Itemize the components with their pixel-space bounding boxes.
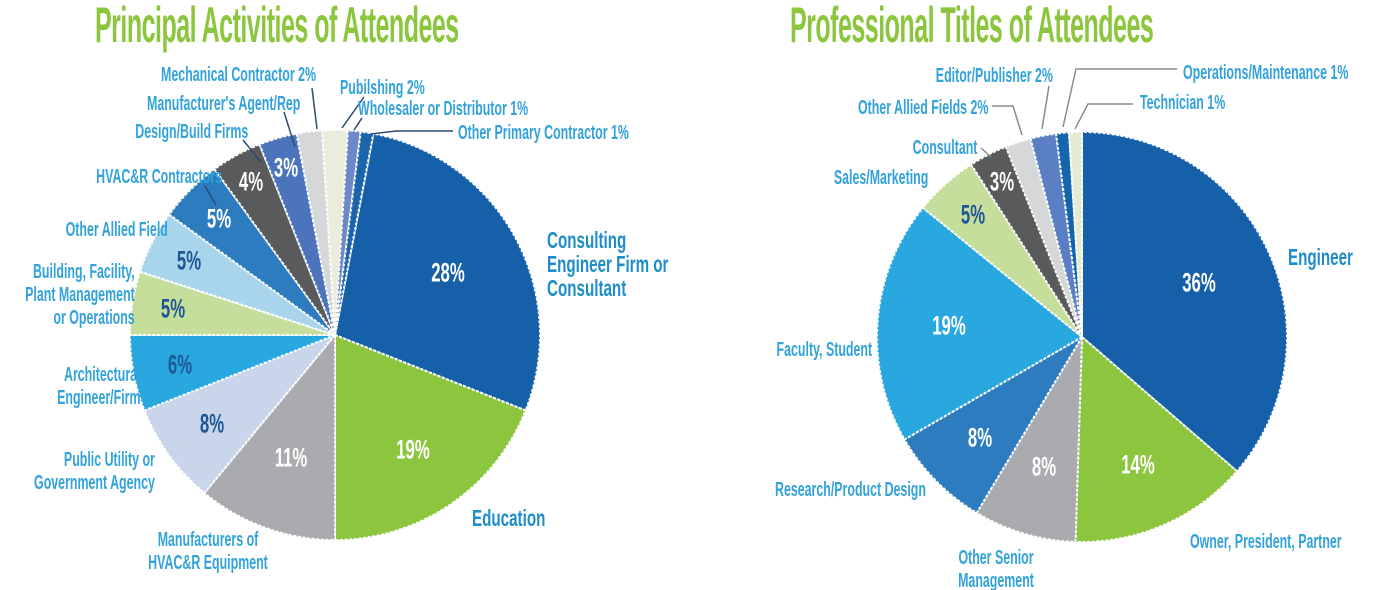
right-chart-title: Professional Titles of Attendees bbox=[790, 0, 1154, 53]
pie-principal-activities bbox=[129, 87, 541, 541]
slice-manufacturers-of-hvacr-equipment bbox=[203, 334, 336, 541]
slice-faculty-student bbox=[876, 206, 1083, 441]
slice-other-senior-management bbox=[975, 336, 1083, 543]
leader-line-consultant bbox=[980, 147, 992, 158]
slice-education bbox=[334, 334, 527, 541]
slice-consulting-engineer-firm-or-consultant bbox=[334, 132, 541, 412]
slice-owner-president-partner bbox=[1074, 336, 1238, 543]
leader-line-design-build-firms bbox=[242, 139, 262, 163]
leader-line-wholesaler-or-distributor bbox=[353, 117, 363, 131]
slice-public-utility-or-government-agency bbox=[143, 334, 336, 494]
slice-technician bbox=[1068, 130, 1083, 338]
leader-line-other-primary-contractor bbox=[370, 130, 453, 135]
slice-research-product-design bbox=[903, 336, 1083, 514]
leader-line-pubilshing bbox=[341, 96, 365, 129]
slice-design-build-firms bbox=[213, 143, 336, 336]
leader-line-technician bbox=[1074, 103, 1133, 130]
slice-engineer bbox=[1081, 131, 1288, 473]
pie-professional-titles bbox=[876, 68, 1288, 543]
leader-line-operations-maintenance bbox=[1062, 68, 1177, 128]
leader-line-mechanical-contractor bbox=[311, 87, 318, 130]
slice-manufacturers-agent-rep bbox=[258, 132, 336, 336]
leader-line-manufacturers-agent-rep bbox=[283, 111, 296, 148]
left-chart-title: Principal Activities of Attendees bbox=[95, 0, 459, 53]
leader-line-other-allied-fields bbox=[992, 105, 1023, 136]
leader-line-editor-publisher bbox=[1041, 85, 1050, 130]
leader-line-hvacr-contractors bbox=[204, 185, 217, 206]
slice-sales-marketing bbox=[921, 163, 1083, 338]
